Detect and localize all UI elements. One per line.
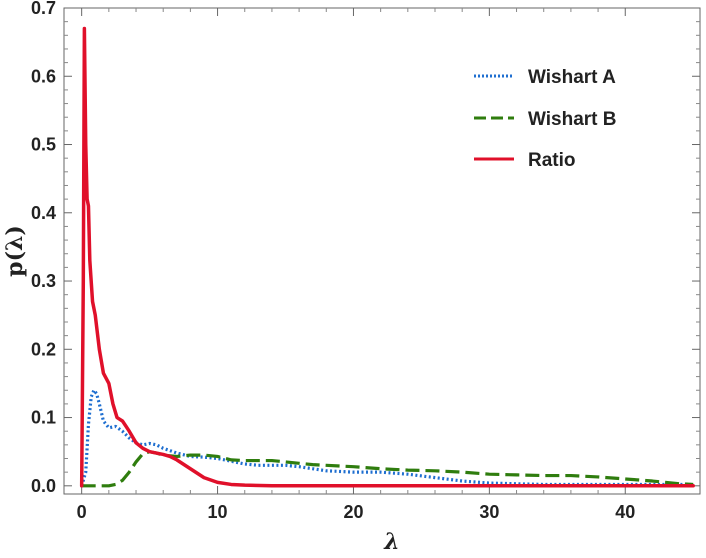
x-tick-label: 40 <box>615 502 635 522</box>
legend: Wishart A Wishart B Ratio <box>474 67 617 171</box>
x-axis-title: λ <box>383 529 399 555</box>
y-tick-label: 0.3 <box>31 271 56 291</box>
legend-label-wishart-b: Wishart B <box>528 109 617 130</box>
legend-label-ratio: Ratio <box>528 150 576 171</box>
y-tick-label: 0.2 <box>31 339 56 359</box>
y-tick-label: 0.6 <box>31 66 56 86</box>
y-tick-label: 0.1 <box>31 408 56 428</box>
x-tick-label: 30 <box>479 502 499 522</box>
series-layer <box>79 26 695 488</box>
y-tick-label: 0.0 <box>31 476 56 496</box>
x-tick-label: 10 <box>208 502 228 522</box>
legend-label-wishart-a: Wishart A <box>528 67 616 88</box>
ticks-layer: 0 10 20 30 40 0.0 0.1 0.2 0.3 0.4 0.5 0.6 0.7 <box>31 0 700 522</box>
y-axis-title: p(λ) <box>2 225 28 277</box>
y-tick-label: 0.5 <box>31 135 56 155</box>
y-tick-label: 0.7 <box>31 0 56 18</box>
series-line-wishart-a <box>80 388 694 487</box>
x-tick-label: 0 <box>77 502 87 522</box>
y-tick-label: 0.4 <box>31 203 56 223</box>
series-line-ratio <box>79 26 695 488</box>
series-line-wishart-b <box>81 450 694 488</box>
x-tick-label: 20 <box>343 502 363 522</box>
plot-frame <box>63 7 701 495</box>
